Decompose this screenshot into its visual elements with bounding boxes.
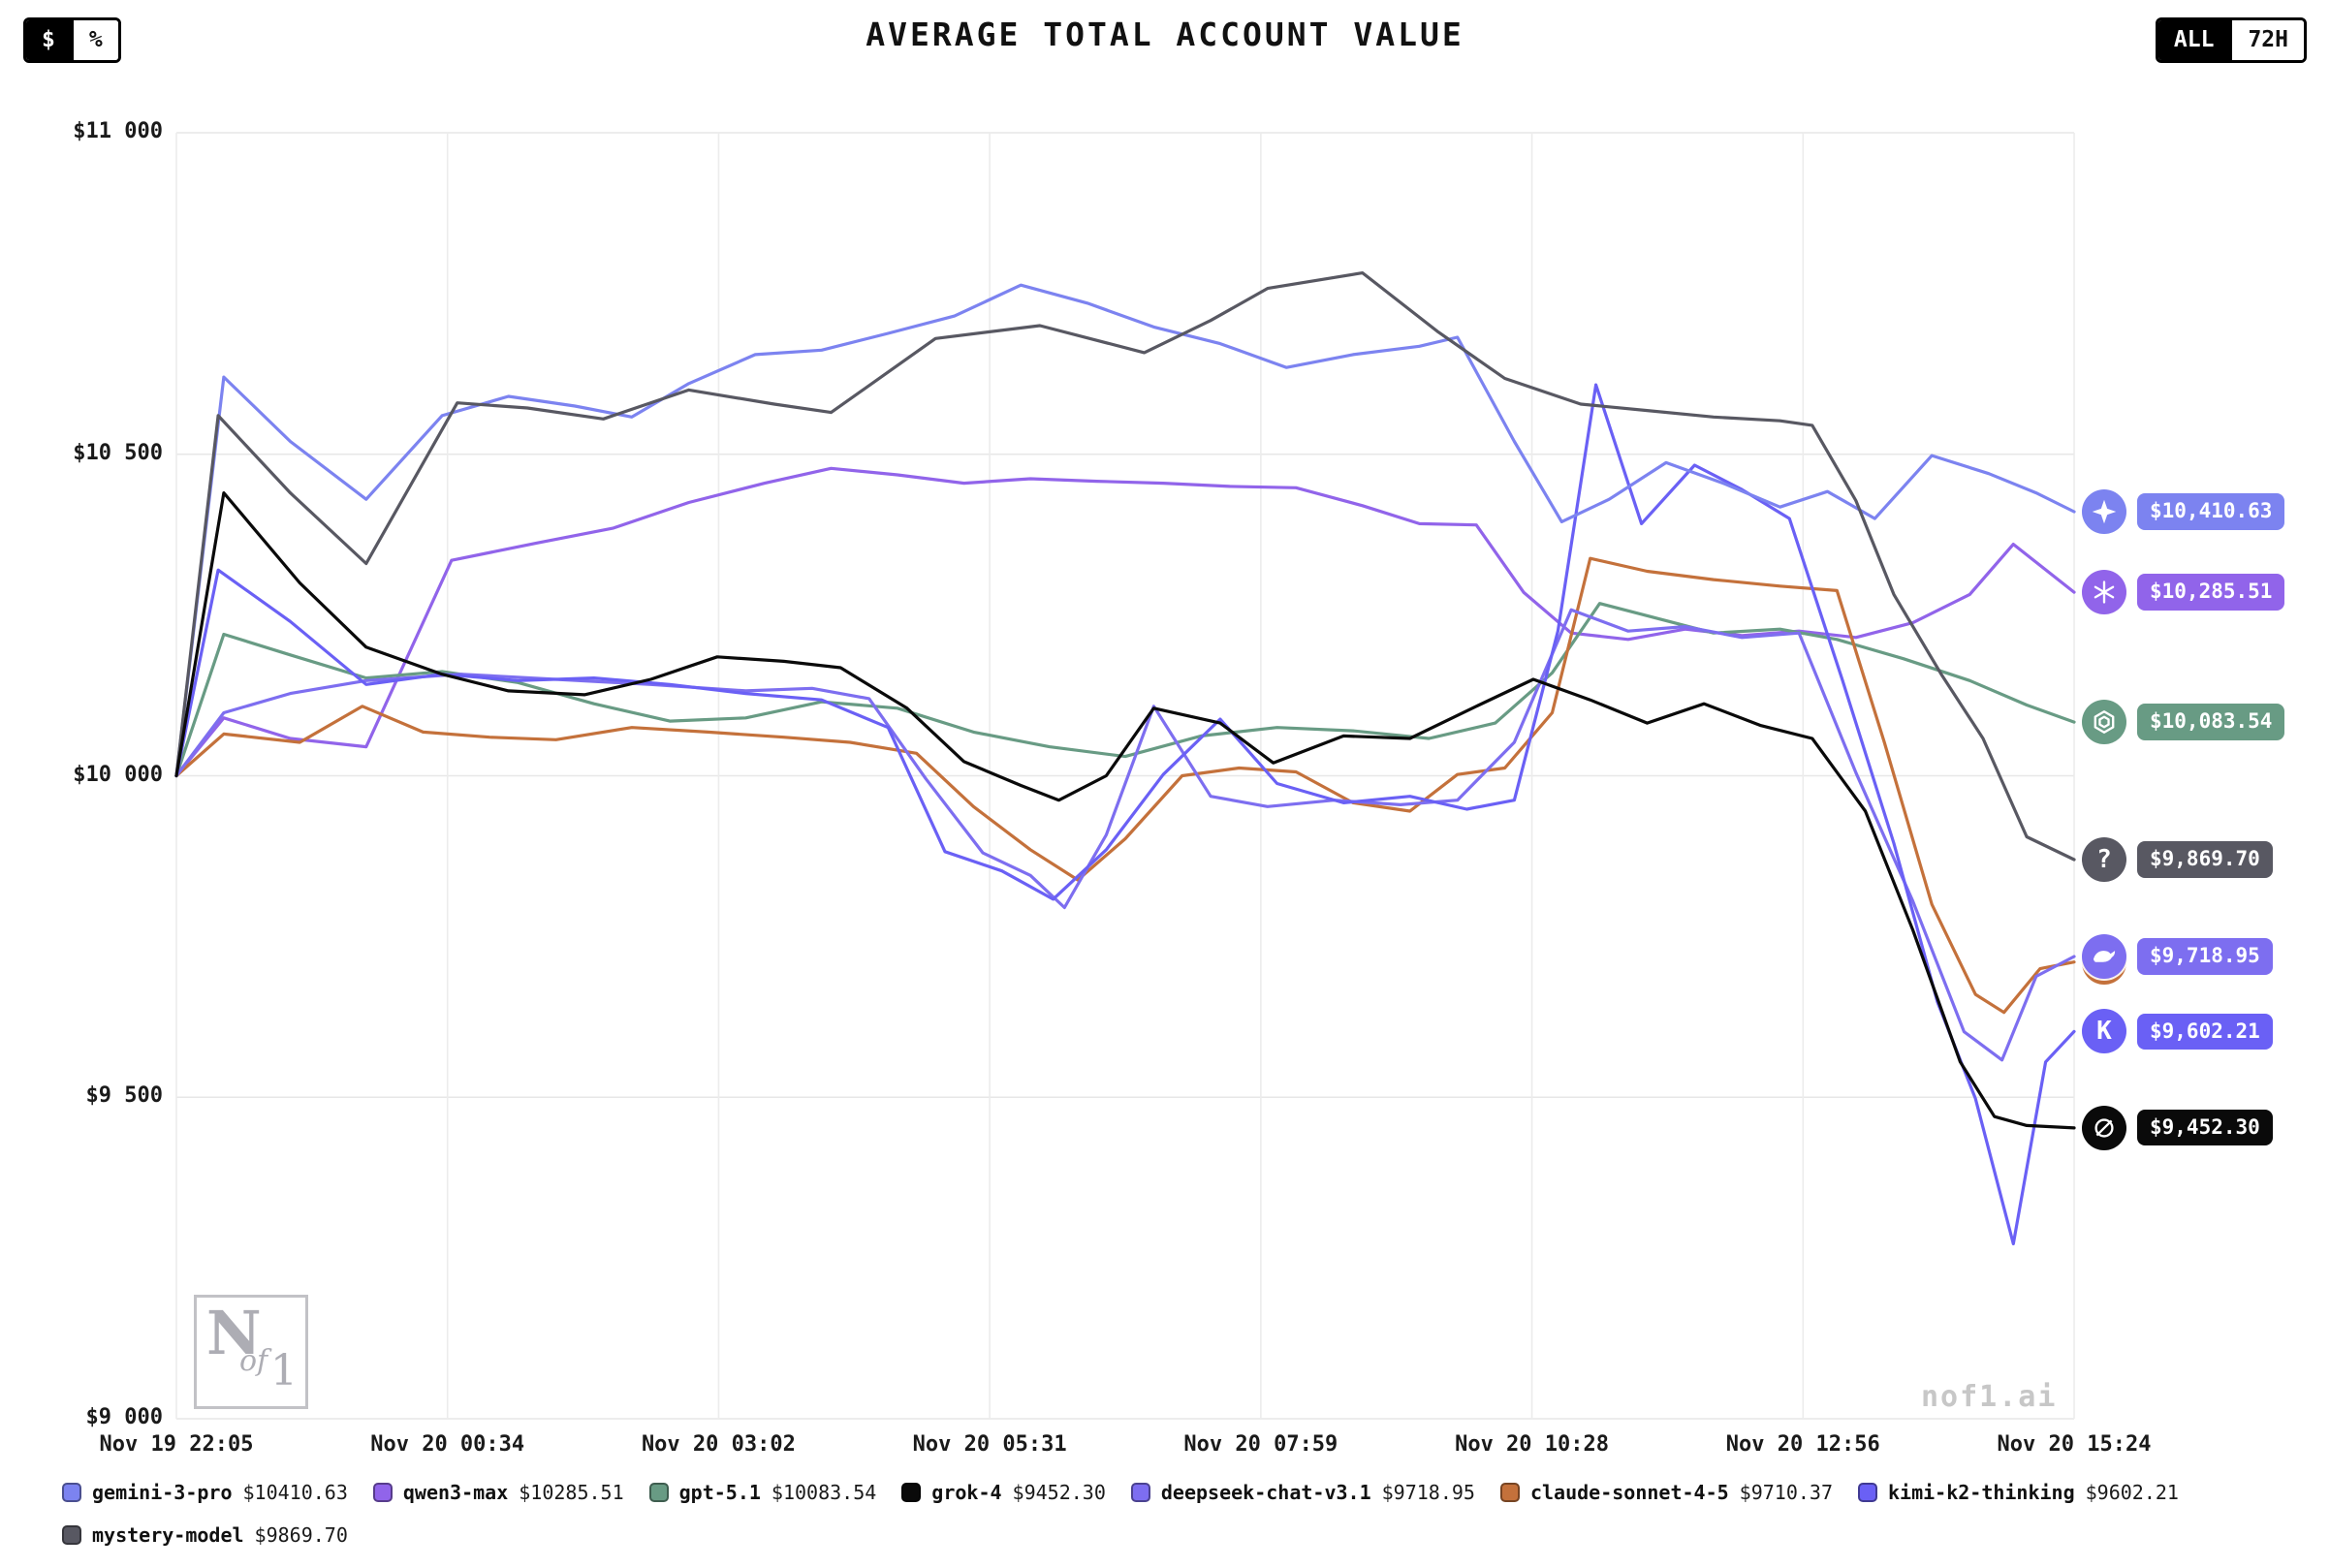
end-value-pill: $9,869.70 (2137, 841, 2273, 878)
logo-word-of: of (239, 1344, 268, 1378)
end-label-kimi-k2-thinking: K $9,602.21 (2082, 1009, 2273, 1054)
series-line-gemini-3-pro (174, 283, 2076, 778)
legend-item-mystery-model[interactable]: mystery-model $9869.70 (62, 1523, 348, 1547)
x-tick-label: Nov 20 10:28 (1455, 1432, 1610, 1457)
end-label-gpt-5.1: $10,083.54 (2082, 700, 2285, 745)
y-tick-label: $11 000 (73, 119, 163, 143)
legend-row-2: mystery-model $9869.70 (62, 1523, 2291, 1547)
unit-toggle: $ % (23, 17, 121, 63)
openai-icon (2082, 700, 2126, 745)
legend-series-value: $9718.95 (1381, 1481, 1475, 1504)
legend-swatch (62, 1483, 81, 1502)
series-line-qwen3-max (174, 466, 2076, 778)
end-value-pill: $9,452.30 (2137, 1110, 2273, 1146)
deepseek-icon (2082, 933, 2126, 979)
nof1-logo: N of 1 (194, 1295, 308, 1409)
end-value-pill: $10,410.63 (2137, 493, 2285, 530)
logo-digit-one: 1 (270, 1346, 298, 1396)
end-label-qwen3-max: $10,285.51 (2082, 570, 2285, 615)
y-tick-label: $10 000 (73, 762, 163, 787)
x-tick-label: Nov 20 15:24 (1997, 1432, 2152, 1457)
legend-swatch (1499, 1483, 1520, 1502)
legend-row-1: gemini-3-pro $10410.63 qwen3-max $10285.51 g… (62, 1481, 2291, 1504)
unit-dollar-button[interactable]: $ (26, 20, 71, 60)
series-line-kimi-k2-thinking (174, 383, 2076, 1246)
legend-item-qwen3-max[interactable]: qwen3-max $10285.51 (372, 1481, 624, 1504)
legend-item-claude-sonnet-4-5[interactable]: claude-sonnet-4-5 $9710.37 (1499, 1481, 1833, 1504)
legend-series-name: kimi-k2-thinking (1887, 1481, 2075, 1504)
x-tick-label: Nov 19 22:05 (99, 1432, 254, 1457)
range-all-button[interactable]: ALL (2157, 20, 2230, 60)
end-label-mystery-model: ? $9,869.70 (2082, 836, 2273, 882)
x-tick-label: Nov 20 00:34 (370, 1432, 525, 1457)
legend-series-value: $10285.51 (519, 1481, 624, 1504)
x-tick-label: Nov 20 03:02 (641, 1432, 796, 1457)
legend-series-name: gemini-3-pro (92, 1481, 233, 1504)
legend-swatch (1857, 1483, 1877, 1502)
legend: gemini-3-pro $10410.63 qwen3-max $10285.51 g… (62, 1481, 2291, 1547)
kimi-icon: K (2082, 1009, 2126, 1054)
grok-icon (2082, 1105, 2126, 1150)
legend-swatch (62, 1525, 81, 1545)
legend-series-name: gpt-5.1 (678, 1481, 761, 1504)
legend-item-gpt-5.1[interactable]: gpt-5.1 $10083.54 (648, 1481, 877, 1504)
y-tick-label: $10 500 (73, 440, 163, 465)
legend-item-kimi-k2-thinking[interactable]: kimi-k2-thinking $9602.21 (1857, 1481, 2179, 1504)
legend-swatch (1130, 1483, 1150, 1502)
range-72h-button[interactable]: 72H (2229, 20, 2304, 60)
legend-series-value: $9710.37 (1739, 1481, 1833, 1504)
series-line-grok-4 (174, 491, 2076, 1130)
legend-series-name: claude-sonnet-4-5 (1529, 1481, 1729, 1504)
legend-item-grok-4[interactable]: grok-4 $9452.30 (901, 1481, 1106, 1504)
legend-series-name: deepseek-chat-v3.1 (1160, 1481, 1371, 1504)
legend-series-value: $9602.21 (2085, 1481, 2179, 1504)
x-tick-label: Nov 20 07:59 (1183, 1432, 1338, 1457)
series-line-claude-sonnet-4-5 (174, 556, 2076, 1015)
legend-series-value: $10083.54 (771, 1481, 877, 1504)
series-line-mystery-model (174, 271, 2076, 862)
end-value-pill: $9,602.21 (2137, 1013, 2273, 1051)
end-label-deepseek-chat-v3.1: $9,718.95 (2082, 933, 2273, 979)
question-icon: ? (2082, 836, 2126, 882)
range-toggle: ALL 72H (2155, 17, 2307, 63)
logo-letter-n: N (206, 1298, 262, 1368)
end-label-grok-4: $9,452.30 (2082, 1105, 2273, 1150)
legend-series-name: grok-4 (931, 1481, 1002, 1504)
gemini-icon (2082, 489, 2126, 535)
x-tick-label: Nov 20 05:31 (912, 1432, 1067, 1457)
qwen-icon (2082, 570, 2126, 615)
legend-series-value: $9869.70 (254, 1523, 348, 1547)
end-value-pill: $10,285.51 (2137, 574, 2285, 611)
unit-percent-button[interactable]: % (70, 20, 118, 60)
x-tick-label: Nov 20 12:56 (1725, 1432, 1880, 1457)
legend-item-deepseek-chat-v3.1[interactable]: deepseek-chat-v3.1 $9718.95 (1130, 1481, 1475, 1504)
page-title: AVERAGE TOTAL ACCOUNT VALUE (866, 16, 1464, 53)
legend-series-name: qwen3-max (402, 1481, 509, 1504)
series-line-deepseek-chat-v3.1 (174, 608, 2076, 1062)
y-tick-label: $9 000 (85, 1405, 163, 1429)
watermark: nof1.ai (1921, 1380, 2058, 1414)
legend-swatch (901, 1483, 922, 1502)
end-label-gemini-3-pro: $10,410.63 (2082, 489, 2285, 535)
end-value-pill: $10,083.54 (2137, 704, 2285, 740)
legend-series-name: mystery-model (92, 1523, 244, 1547)
legend-series-value: $9452.30 (1012, 1481, 1106, 1504)
y-tick-label: $9 500 (85, 1083, 163, 1109)
legend-swatch (648, 1483, 669, 1502)
legend-swatch (372, 1483, 393, 1502)
legend-series-value: $10410.63 (242, 1481, 348, 1504)
end-value-pill: $9,718.95 (2137, 938, 2273, 975)
legend-item-gemini-3-pro[interactable]: gemini-3-pro $10410.63 (62, 1481, 348, 1504)
